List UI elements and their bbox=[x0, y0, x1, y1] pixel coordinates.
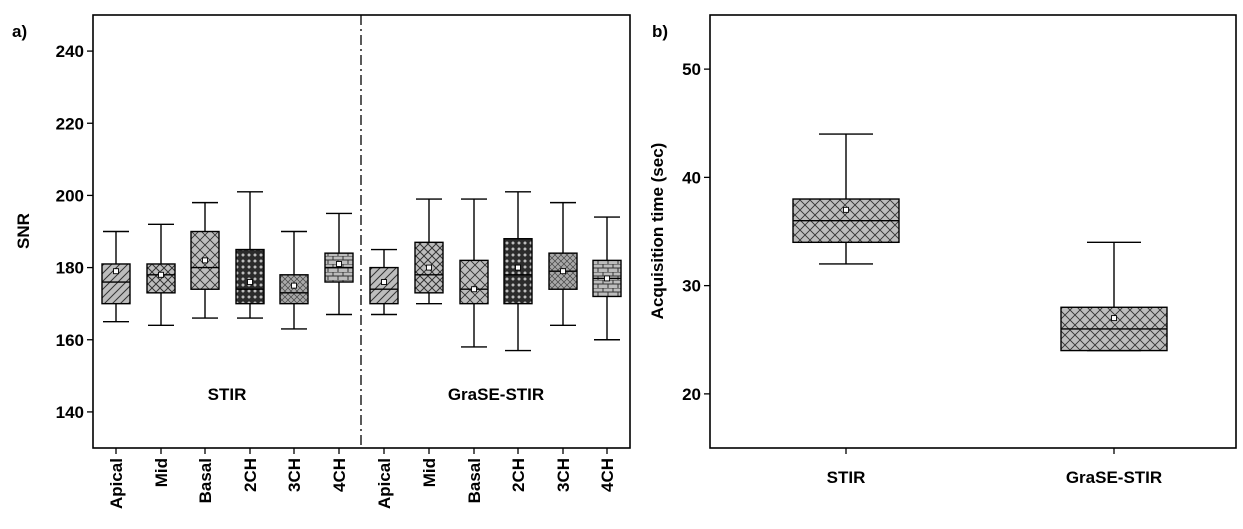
box-apical-grase-stir bbox=[369, 248, 399, 316]
box-basal-stir bbox=[190, 201, 220, 319]
y-tick-label: 240 bbox=[56, 42, 84, 61]
panel-b-frame bbox=[709, 14, 1237, 449]
x-tick-label: 2CH bbox=[509, 458, 528, 492]
y-tick-label: 30 bbox=[682, 277, 701, 296]
mean-marker bbox=[1111, 315, 1117, 322]
mean-marker bbox=[158, 271, 164, 278]
boxplots-b bbox=[792, 133, 1168, 352]
y-tick-label: 140 bbox=[56, 403, 84, 422]
x-tick-label: 4CH bbox=[330, 458, 349, 492]
y-tick-label: 40 bbox=[682, 168, 701, 187]
y-tick-label: 50 bbox=[682, 60, 701, 79]
box-4ch-grase-stir bbox=[592, 216, 622, 341]
y-tick-label: 160 bbox=[56, 331, 84, 350]
y-axis-label-b: Acquisition time (sec) bbox=[648, 143, 667, 320]
x-axis-b: STIR GraSE-STIR bbox=[827, 448, 1162, 487]
panel-a: a) SNR STIR GraSE-STIR 140 160 180 200 220 24… bbox=[12, 14, 631, 509]
x-tick-label: 3CH bbox=[554, 458, 573, 492]
box-2ch-grase-stir bbox=[503, 191, 533, 352]
x-tick-label: Basal bbox=[196, 458, 215, 503]
mean-marker bbox=[604, 275, 610, 282]
mean-marker bbox=[247, 279, 253, 285]
boxplots-a bbox=[101, 191, 622, 352]
x-axis-a: Apical Mid Basal 2CH 3CH 4CH Apical Mid Basal 2CH… bbox=[107, 448, 617, 509]
x-tick-label: 3CH bbox=[285, 458, 304, 492]
y-axis-label-a: SNR bbox=[14, 213, 33, 249]
y-axis-a: 140 160 180 200 220 240 bbox=[56, 42, 93, 422]
mean-marker bbox=[336, 261, 342, 267]
box-mid-stir bbox=[146, 223, 176, 327]
y-tick-label: 20 bbox=[682, 385, 701, 404]
mean-marker bbox=[113, 268, 119, 275]
panel-b: b) Acquisition time (sec) 20 30 40 50 STIR G… bbox=[648, 14, 1237, 487]
x-tick-label: 4CH bbox=[598, 458, 617, 492]
box-4ch-stir bbox=[324, 212, 354, 316]
x-tick-label: Mid bbox=[152, 458, 171, 487]
mean-marker bbox=[291, 282, 297, 289]
x-tick-label: Mid bbox=[420, 458, 439, 487]
mean-marker bbox=[202, 257, 208, 264]
x-tick-label: GraSE-STIR bbox=[1066, 468, 1162, 487]
mean-marker bbox=[560, 268, 566, 275]
mean-marker bbox=[515, 264, 521, 271]
y-axis-b: 20 30 40 50 bbox=[682, 60, 710, 404]
mean-marker bbox=[843, 206, 849, 213]
box-iqr bbox=[369, 266, 399, 305]
x-tick-label: Apical bbox=[375, 458, 394, 509]
box-stir bbox=[792, 133, 900, 265]
box-iqr bbox=[459, 259, 489, 305]
box-3ch-stir bbox=[279, 230, 309, 330]
box-iqr bbox=[235, 248, 265, 305]
x-tick-label: Apical bbox=[107, 458, 126, 509]
y-tick-label: 180 bbox=[56, 259, 84, 278]
x-tick-label: Basal bbox=[465, 458, 484, 503]
box-iqr bbox=[503, 238, 533, 305]
x-tick-label: STIR bbox=[827, 468, 866, 487]
box-grase-stir bbox=[1060, 241, 1168, 352]
panel-a-label: a) bbox=[12, 22, 27, 41]
group-label-stir: STIR bbox=[208, 385, 247, 404]
box-mid-grase-stir bbox=[414, 198, 444, 305]
y-tick-label: 220 bbox=[56, 114, 84, 133]
box-2ch-stir bbox=[235, 191, 265, 319]
box-3ch-grase-stir bbox=[548, 201, 578, 327]
box-iqr bbox=[146, 263, 176, 294]
panel-b-label: b) bbox=[652, 22, 668, 41]
box-apical-stir bbox=[101, 230, 131, 323]
box-basal-grase-stir bbox=[459, 198, 489, 348]
x-tick-label: 2CH bbox=[241, 458, 260, 492]
mean-marker bbox=[471, 286, 477, 293]
mean-marker bbox=[426, 264, 432, 271]
y-tick-label: 200 bbox=[56, 186, 84, 205]
mean-marker bbox=[381, 279, 387, 285]
group-label-grase-stir: GraSE-STIR bbox=[448, 385, 544, 404]
box-iqr bbox=[279, 274, 309, 305]
